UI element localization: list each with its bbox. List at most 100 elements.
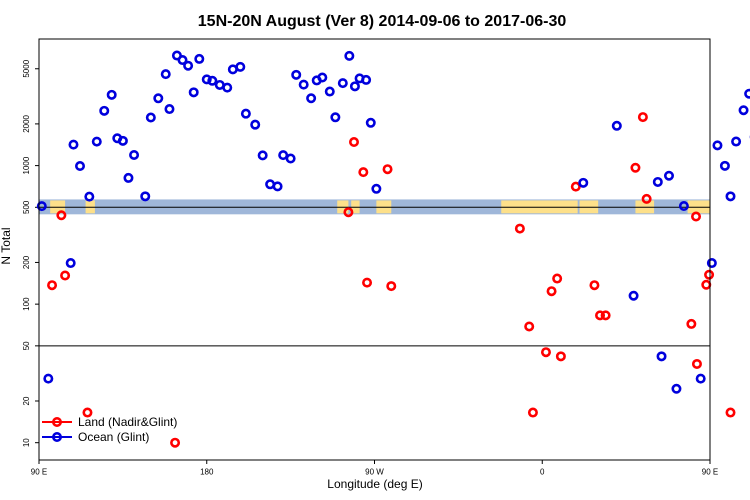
ocean-point	[652, 176, 663, 187]
ocean-point	[257, 150, 268, 161]
ocean-point	[201, 74, 212, 85]
land-point	[600, 310, 611, 321]
y-tick-label: 200	[22, 255, 31, 269]
ocean-point	[99, 105, 110, 116]
ocean-point	[272, 181, 283, 192]
ocean-point	[235, 61, 246, 72]
ocean-point	[75, 161, 86, 172]
x-axis-label: Longitude (deg E)	[327, 477, 422, 491]
y-tick-label: 2000	[22, 114, 31, 132]
ocean-point	[744, 88, 750, 99]
ocean-point	[361, 74, 372, 85]
y-tick-label: 50	[22, 341, 31, 350]
land-point	[555, 351, 566, 362]
ocean-point	[160, 69, 171, 80]
x-tick-label: 180	[200, 468, 214, 477]
ocean-point	[117, 135, 128, 146]
ocean-point	[344, 50, 355, 61]
ocean-point	[91, 136, 102, 147]
land-point	[691, 358, 702, 369]
land-point	[589, 280, 600, 291]
y-tick-label: 20	[22, 396, 31, 405]
plot-frame	[38, 38, 711, 461]
ocean-point	[183, 60, 194, 71]
land-point	[686, 318, 697, 329]
x-tick-label: 90 W	[365, 468, 384, 477]
land-point	[704, 269, 715, 280]
land-point	[630, 162, 641, 173]
land-point	[637, 112, 648, 123]
ocean-point	[671, 383, 682, 394]
ocean-point	[578, 177, 589, 188]
land-point	[382, 164, 393, 175]
ocean-point	[36, 201, 47, 212]
ocean-point	[285, 153, 296, 164]
ocean-point	[207, 75, 218, 86]
land-point	[595, 310, 606, 321]
data-points	[36, 50, 750, 448]
ocean-point	[140, 191, 151, 202]
land-point	[348, 137, 359, 148]
ocean-point	[153, 93, 164, 104]
land-point	[60, 270, 71, 281]
chart-title: 15N-20N August (Ver 8) 2014-09-06 to 201…	[198, 13, 567, 30]
ocean-point	[250, 119, 261, 130]
y-tick-label: 10	[22, 438, 31, 447]
land-point	[514, 223, 525, 234]
ocean-point	[656, 351, 667, 362]
legend: Land (Nadir&Glint) Ocean (Glint)	[42, 415, 177, 444]
land-point	[47, 280, 58, 291]
legend-land-label: Land (Nadir&Glint)	[78, 415, 177, 429]
ocean-point	[712, 140, 723, 151]
ocean-point	[123, 172, 134, 183]
ocean-point	[306, 93, 317, 104]
legend-land-marker	[51, 416, 62, 427]
ocean-point	[725, 191, 736, 202]
ocean-point	[129, 149, 140, 160]
ocean-point	[330, 112, 341, 123]
ocean-point	[43, 373, 54, 384]
land-point	[546, 286, 557, 297]
ocean-point	[291, 69, 302, 80]
land-point	[540, 347, 551, 358]
x-tick-label: 0	[540, 468, 545, 477]
ocean-point	[278, 150, 289, 161]
ocean-point	[298, 79, 309, 90]
y-tick-label: 500	[22, 200, 31, 214]
ocean-point	[695, 373, 706, 384]
x-tick-label: 90 E	[702, 468, 718, 477]
legend-ocean-marker	[51, 431, 62, 442]
ocean-point	[106, 89, 117, 100]
ocean-point	[371, 183, 382, 194]
land-point	[170, 437, 181, 448]
land-point	[701, 279, 712, 290]
x-tick-label: 90 E	[31, 468, 47, 477]
land-point	[725, 407, 736, 418]
ocean-point	[222, 82, 233, 93]
ocean-point	[719, 160, 730, 171]
reference-lines	[39, 206, 710, 347]
land-point	[641, 193, 652, 204]
land-point	[570, 181, 581, 192]
land-point	[552, 273, 563, 284]
ocean-point	[706, 258, 717, 269]
ocean-point	[678, 200, 689, 211]
ocean-point	[145, 112, 156, 123]
ocean-point	[177, 55, 188, 66]
land-point	[524, 321, 535, 332]
legend-ocean-label: Ocean (Glint)	[78, 430, 149, 444]
y-tick-label: 1000	[22, 156, 31, 174]
land-point	[343, 207, 354, 218]
y-tick-label: 5000	[22, 59, 31, 77]
ocean-point	[611, 120, 622, 131]
ocean-point	[65, 258, 76, 269]
ocean-point	[337, 78, 348, 89]
ocean-point	[349, 81, 360, 92]
ocean-point	[738, 105, 749, 116]
ocean-point	[317, 72, 328, 83]
y-tick-label: 100	[22, 297, 31, 311]
land-point	[691, 211, 702, 222]
ocean-point	[84, 191, 95, 202]
